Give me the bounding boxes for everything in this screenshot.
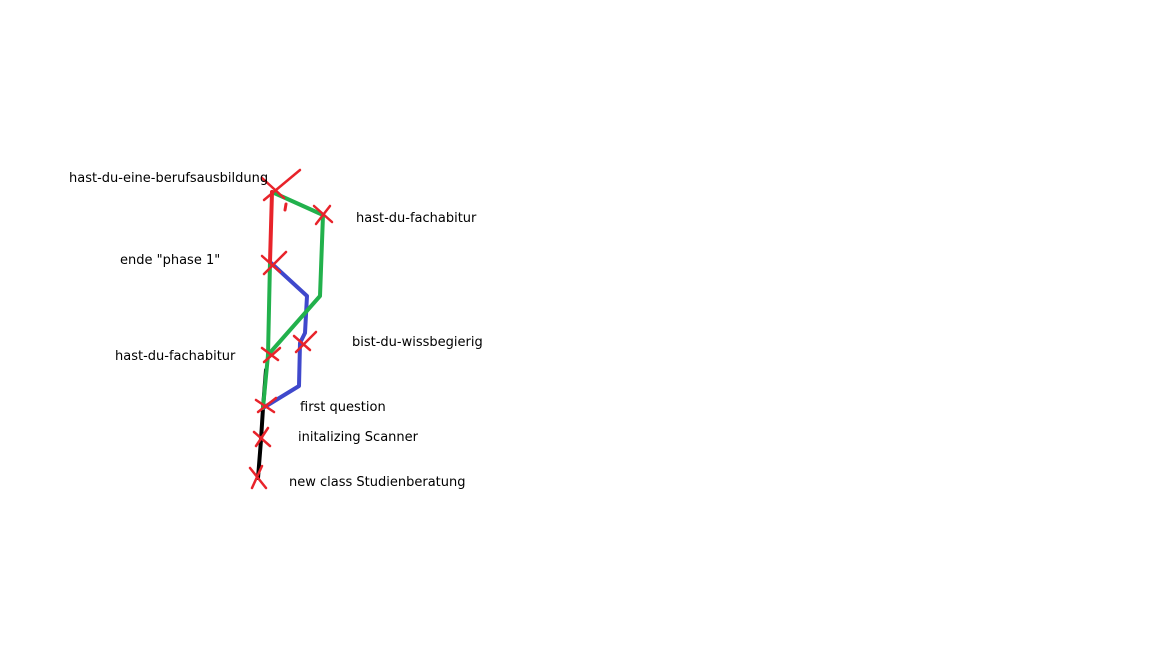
blue-path — [261, 260, 309, 410]
label-fachabitur-left: hast-du-fachabitur — [115, 349, 236, 364]
label-first-question: first question — [300, 400, 386, 415]
red-tick — [283, 202, 288, 212]
label-ende-phase1: ende "phase 1" — [120, 253, 220, 268]
x-marker-fachabitur-right — [312, 204, 334, 226]
x-marker-berufsausbildung — [260, 168, 302, 202]
green-path-right — [266, 190, 325, 357]
x-marker-wissbegierig — [292, 330, 318, 354]
red-path — [268, 190, 274, 264]
x-markers — [248, 168, 334, 490]
label-fachabitur-right: hast-du-fachabitur — [356, 211, 477, 226]
x-marker-first-question — [254, 396, 278, 414]
x-marker-new-class — [248, 464, 268, 490]
label-berufsausbildung: hast-du-eine-berufsausbildung — [69, 171, 268, 186]
x-marker-ende-phase1 — [260, 250, 288, 276]
label-scanner: initalizing Scanner — [298, 430, 419, 445]
label-wissbegierig: bist-du-wissbegierig — [352, 335, 483, 350]
label-new-class: new class Studienberatung — [289, 475, 465, 490]
x-marker-scanner — [252, 426, 272, 448]
x-marker-fachabitur-left — [260, 346, 282, 364]
